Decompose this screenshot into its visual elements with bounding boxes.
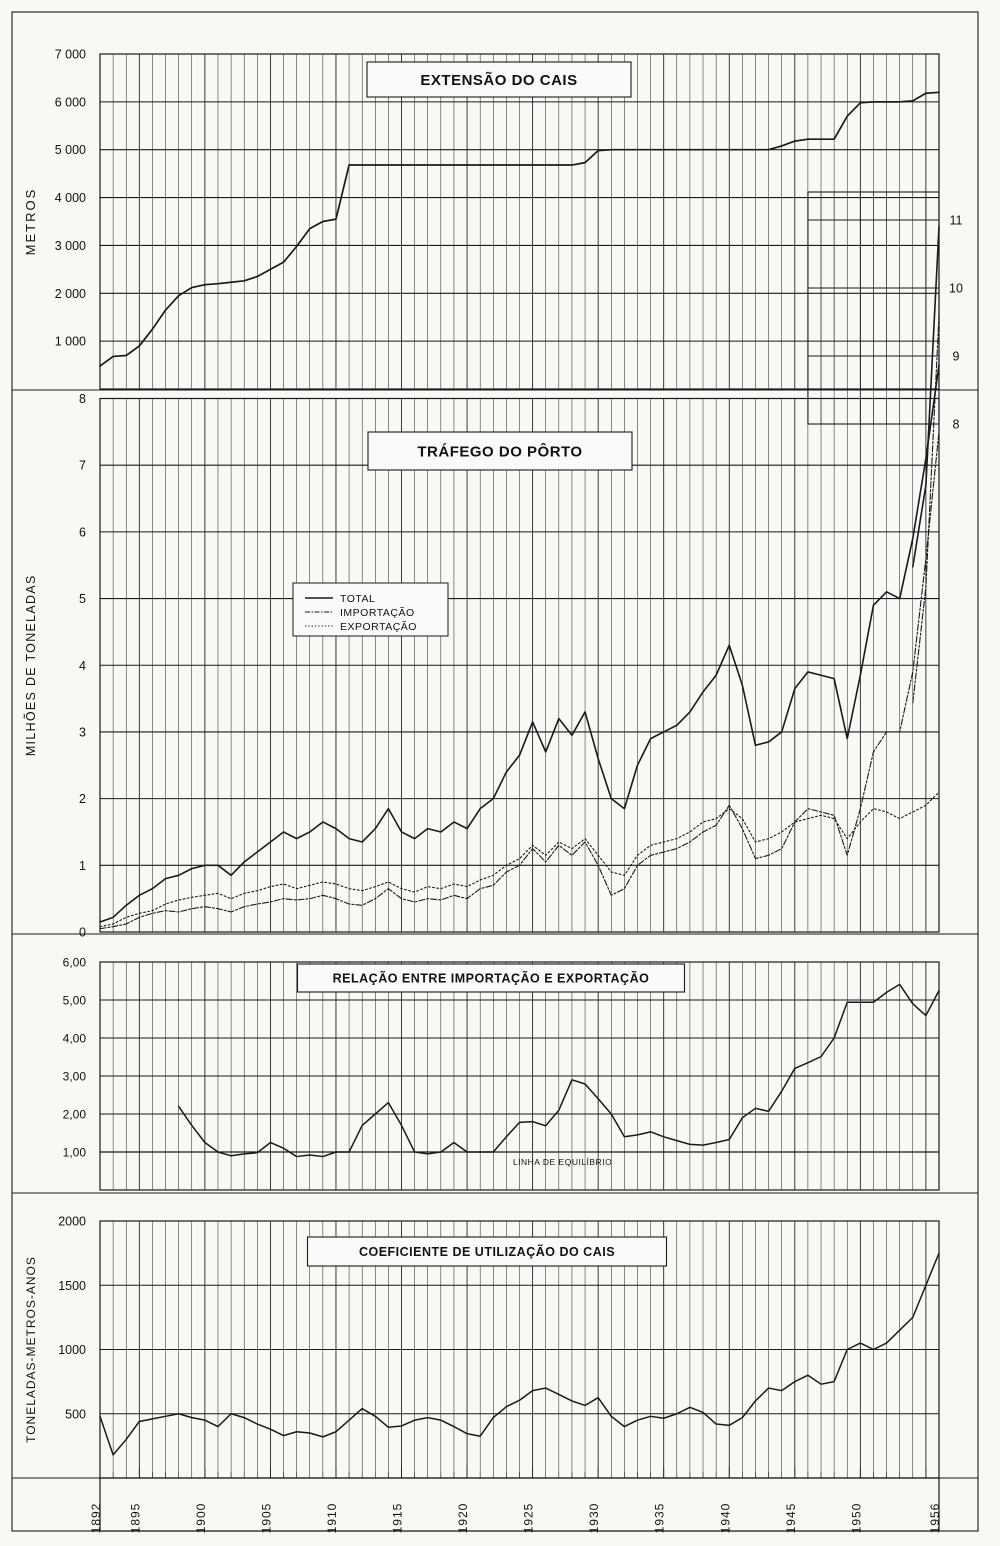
svg-text:3 000: 3 000 <box>55 239 86 253</box>
svg-text:1895: 1895 <box>128 1503 142 1534</box>
svg-text:2,00: 2,00 <box>63 1108 87 1122</box>
svg-text:MILHÕES DE TONELADAS: MILHÕES DE TONELADAS <box>23 574 38 756</box>
svg-text:1925: 1925 <box>522 1503 536 1534</box>
svg-text:9: 9 <box>953 350 960 364</box>
svg-text:EXPORTAÇÃO: EXPORTAÇÃO <box>340 620 417 633</box>
svg-text:1 000: 1 000 <box>55 335 86 349</box>
svg-text:TOTAL: TOTAL <box>340 593 375 605</box>
svg-text:1905: 1905 <box>259 1503 273 1534</box>
svg-text:5: 5 <box>79 592 86 606</box>
svg-text:6 000: 6 000 <box>55 95 86 109</box>
svg-text:4: 4 <box>79 659 86 673</box>
svg-text:2: 2 <box>79 792 86 806</box>
svg-text:1920: 1920 <box>456 1503 470 1534</box>
svg-text:1945: 1945 <box>784 1503 798 1534</box>
svg-text:1935: 1935 <box>653 1503 667 1534</box>
svg-text:METROS: METROS <box>23 188 38 256</box>
svg-text:EXTENSÃO DO CAIS: EXTENSÃO DO CAIS <box>420 71 577 89</box>
svg-text:1892: 1892 <box>89 1503 103 1534</box>
svg-text:TONELADAS-METROS-ANOS: TONELADAS-METROS-ANOS <box>24 1256 38 1443</box>
svg-text:TRÁFEGO DO PÔRTO: TRÁFEGO DO PÔRTO <box>417 442 582 460</box>
svg-text:COEFICIENTE DE UTILIZAÇÃO DO C: COEFICIENTE DE UTILIZAÇÃO DO CAIS <box>359 1244 615 1259</box>
svg-text:1000: 1000 <box>58 1343 86 1357</box>
svg-text:IMPORTAÇÃO: IMPORTAÇÃO <box>340 606 415 619</box>
svg-text:5,00: 5,00 <box>63 994 87 1008</box>
svg-text:3: 3 <box>79 725 86 739</box>
svg-text:LINHA DE EQUILÍBRIO: LINHA DE EQUILÍBRIO <box>513 1157 612 1167</box>
svg-text:2 000: 2 000 <box>55 287 86 301</box>
svg-text:1900: 1900 <box>194 1503 208 1534</box>
svg-text:RELAÇÃO ENTRE IMPORTAÇÃO E EXP: RELAÇÃO ENTRE IMPORTAÇÃO E EXPORTAÇÃO <box>333 971 650 986</box>
svg-text:3,00: 3,00 <box>63 1070 87 1084</box>
svg-text:0: 0 <box>79 926 86 940</box>
svg-text:6: 6 <box>79 525 86 539</box>
svg-text:2000: 2000 <box>58 1215 86 1229</box>
svg-text:1930: 1930 <box>587 1503 601 1534</box>
svg-text:4,00: 4,00 <box>63 1032 87 1046</box>
svg-text:7 000: 7 000 <box>55 48 86 62</box>
svg-text:11: 11 <box>950 214 963 228</box>
svg-text:1: 1 <box>79 859 86 873</box>
svg-text:1915: 1915 <box>391 1503 405 1534</box>
svg-text:7: 7 <box>79 459 86 473</box>
svg-text:1950: 1950 <box>849 1503 863 1534</box>
svg-text:5 000: 5 000 <box>55 143 86 157</box>
svg-text:4 000: 4 000 <box>55 191 86 205</box>
svg-text:1910: 1910 <box>325 1503 339 1534</box>
svg-text:6,00: 6,00 <box>63 956 87 970</box>
svg-text:1940: 1940 <box>718 1503 732 1534</box>
svg-text:10: 10 <box>949 282 963 296</box>
svg-text:8: 8 <box>79 392 86 406</box>
svg-text:1,00: 1,00 <box>63 1146 87 1160</box>
svg-text:1500: 1500 <box>58 1279 86 1293</box>
svg-text:1956: 1956 <box>928 1503 942 1534</box>
svg-text:500: 500 <box>65 1407 86 1421</box>
svg-text:8: 8 <box>953 418 960 432</box>
